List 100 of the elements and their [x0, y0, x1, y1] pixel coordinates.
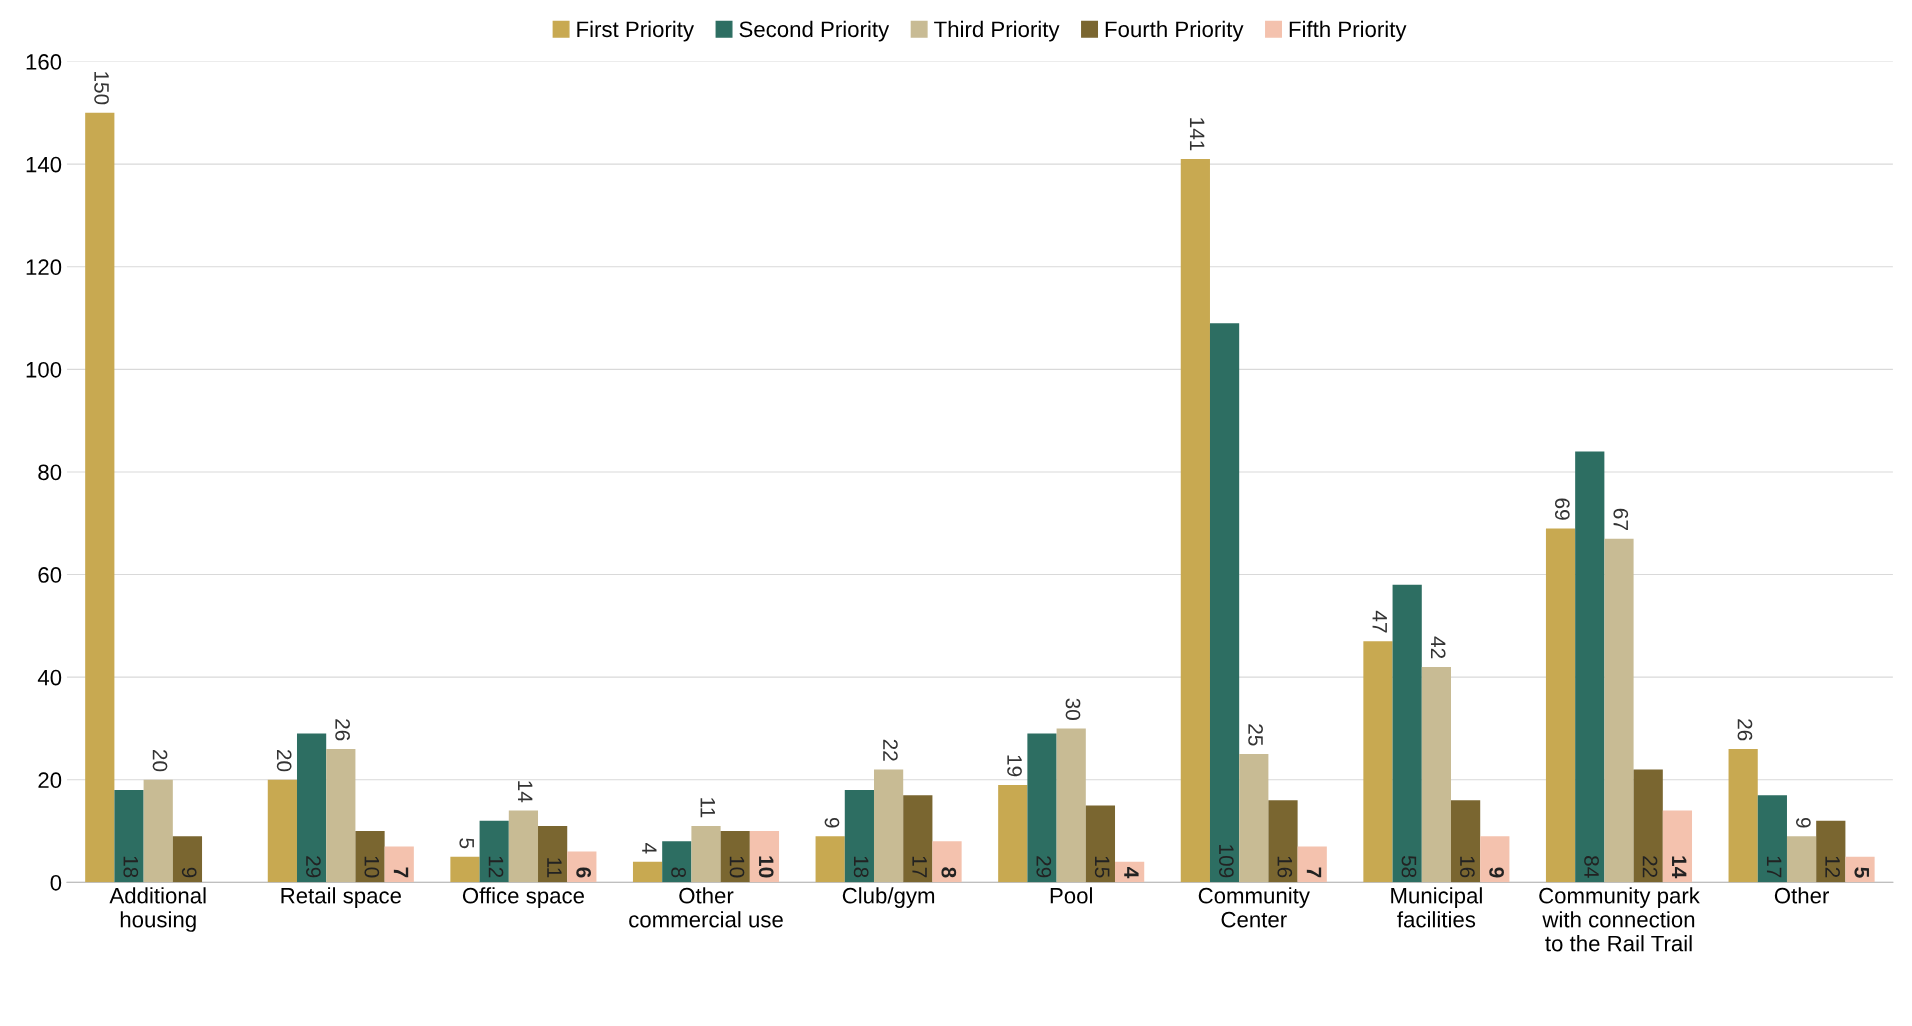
legend-label: Second Priority [739, 20, 890, 42]
bar [844, 790, 874, 883]
data-label: 15 [1094, 856, 1110, 878]
bar [355, 831, 385, 883]
data-label: 16 [1460, 856, 1475, 878]
data-label: 26 [335, 719, 350, 741]
bar [1728, 748, 1758, 883]
data-label: 9 [181, 867, 197, 878]
bar [720, 831, 750, 883]
bar [85, 112, 115, 883]
data-label: 5 [459, 838, 474, 849]
data-label: 16 [1277, 856, 1293, 878]
data-label: 26 [1737, 719, 1753, 741]
bar [1662, 810, 1693, 883]
data-label: 25 [1248, 724, 1263, 746]
data-label: 29 [306, 856, 321, 878]
data-label: 9 [1489, 867, 1504, 878]
data-label: 19 [1007, 755, 1022, 777]
bar [296, 733, 327, 883]
legend-label: First Priority [577, 20, 694, 42]
data-label: 10 [758, 856, 774, 878]
data-label: 8 [671, 867, 686, 878]
data-label: 10 [729, 856, 745, 878]
y-tick-label: 140 [26, 156, 62, 173]
bar [815, 836, 845, 883]
data-label: 58 [1401, 855, 1417, 878]
data-label: 18 [853, 856, 869, 878]
data-label: 6 [576, 867, 591, 878]
legend-label: Third Priority [934, 20, 1060, 42]
bar [1239, 754, 1269, 883]
bar [1027, 733, 1057, 883]
x-tick-label: Office space [462, 887, 584, 908]
data-label: 14 [518, 781, 533, 803]
x-tick-label: Community Center [1198, 887, 1310, 928]
bar [1209, 323, 1240, 883]
bar [1056, 728, 1086, 883]
data-label: 20 [276, 749, 292, 772]
data-label: 17 [1766, 856, 1782, 878]
x-tick-label: Community park with connection to the Rail Trail [1539, 887, 1700, 952]
x-tick-label: Other commercial use [629, 887, 783, 928]
bar [1085, 805, 1116, 883]
bar [1786, 836, 1817, 883]
bar [932, 841, 962, 883]
bar [508, 810, 539, 883]
legend-label: Fifth Priority [1289, 20, 1407, 42]
bar [873, 769, 904, 883]
data-label: 11 [547, 858, 562, 878]
bar [538, 825, 568, 883]
bar [172, 836, 203, 883]
bar [1633, 769, 1663, 883]
data-label: 18 [123, 856, 139, 878]
bar [267, 779, 297, 883]
data-label: 47 [1372, 610, 1387, 633]
y-tick-label: 0 [50, 874, 62, 891]
y-tick-label: 120 [26, 259, 62, 276]
bar [384, 846, 414, 883]
data-label: 4 [642, 843, 657, 854]
data-label: 9 [824, 817, 840, 828]
legend-label: Fourth Priority [1105, 20, 1244, 42]
data-label: 29 [1036, 856, 1052, 878]
data-label: 9 [1795, 817, 1811, 828]
y-tick-label: 20 [38, 772, 62, 789]
bar [1363, 641, 1393, 883]
bar [450, 856, 480, 883]
x-tick-label: Other [1774, 887, 1829, 904]
data-label: 12 [488, 856, 504, 878]
bar [632, 861, 663, 883]
bar [114, 790, 144, 883]
bar [479, 820, 509, 883]
data-label: 141 [1189, 118, 1205, 151]
y-tick-label: 100 [26, 361, 62, 378]
bar [1816, 820, 1846, 883]
bar [1297, 846, 1327, 883]
data-label: 30 [1065, 698, 1081, 720]
bar [1545, 528, 1576, 883]
data-label: 5 [1854, 867, 1869, 878]
bar [1392, 584, 1422, 883]
bar [1480, 836, 1510, 883]
bar [691, 825, 721, 883]
bar [1180, 159, 1210, 883]
bar [143, 779, 173, 883]
data-label: 67 [1613, 508, 1629, 530]
bar [1757, 795, 1787, 883]
data-label: 84 [1584, 855, 1599, 878]
x-tick-label: Municipal facilities [1391, 887, 1482, 928]
bar [1575, 451, 1605, 883]
data-label: 42 [1431, 636, 1446, 659]
x-tick-label: Retail space [281, 887, 401, 908]
y-tick-label: 40 [37, 669, 62, 686]
data-label: 22 [883, 739, 898, 761]
x-tick-label: Pool [1050, 887, 1092, 904]
bar [998, 784, 1028, 883]
bar [1421, 666, 1451, 883]
bar [903, 795, 933, 883]
data-label: 150 [94, 72, 109, 105]
data-label: 12 [1825, 856, 1840, 878]
data-label: 14 [1672, 856, 1687, 879]
data-label: 17 [912, 856, 927, 878]
y-tick-label: 160 [26, 54, 62, 70]
bar [326, 748, 356, 883]
